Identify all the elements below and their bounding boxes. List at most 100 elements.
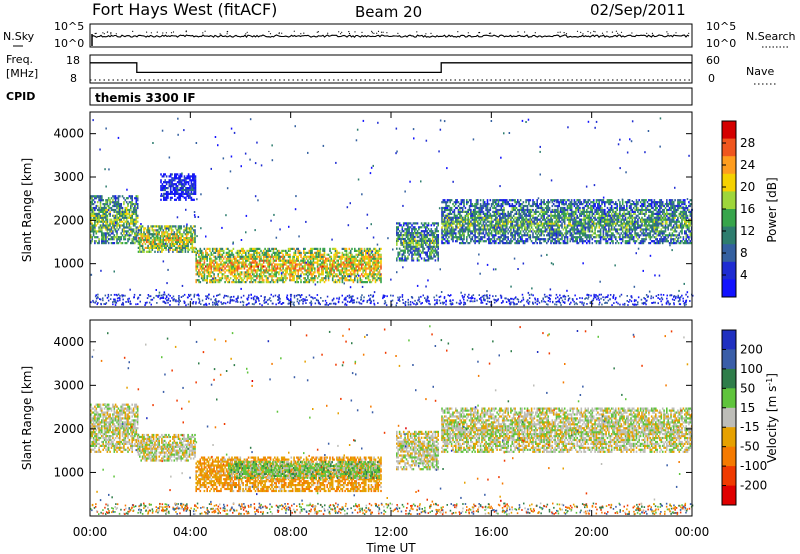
heatmap-cell (489, 240, 492, 243)
heatmap-cell (114, 208, 117, 212)
heatmap-cell (229, 261, 232, 264)
heatmap-cell (228, 279, 231, 282)
heatmap-cell (504, 203, 507, 206)
heatmap-cell (436, 228, 438, 231)
heatmap-cell (179, 181, 182, 184)
heatmap-cell (380, 275, 382, 278)
heatmap-cell (528, 210, 530, 213)
heatmap-cell (308, 279, 311, 282)
heatmap-cell (179, 177, 182, 180)
heatmap-cell (409, 234, 412, 237)
heatmap-cell (452, 238, 454, 241)
heatmap-cell (546, 216, 548, 219)
heatmap-cell (183, 229, 185, 232)
heatmap-cell (497, 199, 500, 202)
heatmap-cell (95, 216, 98, 219)
heatmap-cell (180, 237, 182, 240)
heatmap-cell (344, 247, 346, 250)
heatmap-cell (396, 241, 398, 244)
heatmap-cell (345, 267, 348, 270)
heatmap-cell (475, 230, 478, 233)
heatmap-cell (275, 275, 277, 278)
heatmap-cell (325, 267, 327, 270)
heatmap-cell (343, 247, 345, 250)
heatmap-cell (533, 220, 536, 223)
heatmap-cell (262, 257, 265, 260)
heatmap-cell (521, 238, 523, 241)
heatmap-cell (408, 239, 410, 242)
heatmap-cell (477, 224, 479, 227)
heatmap-cell (443, 242, 446, 245)
heatmap-cell (216, 265, 218, 268)
heatmap-cell (551, 234, 554, 237)
heatmap-cell (114, 228, 117, 231)
heatmap-cell (405, 243, 408, 246)
heatmap-cell (320, 255, 323, 258)
heatmap-cell (222, 269, 225, 272)
heatmap-cell (236, 273, 239, 276)
heatmap-cell (355, 257, 357, 260)
heatmap-cell (320, 257, 323, 260)
heatmap-cell (297, 281, 299, 284)
heatmap-cell (550, 232, 552, 235)
heatmap-cell (503, 199, 505, 202)
heatmap-cell (221, 247, 224, 250)
heatmap-cell (180, 235, 182, 238)
heatmap-cell (314, 257, 316, 260)
heatmap-cell (396, 247, 398, 250)
heatmap-cell (347, 255, 349, 258)
heatmap-cell (155, 244, 158, 247)
heatmap-cell (250, 281, 253, 284)
heatmap-cell (551, 210, 554, 213)
heatmap-cell (196, 259, 199, 262)
heatmap-cell (514, 232, 516, 235)
heatmap-cell (404, 232, 406, 235)
heatmap-cell (495, 208, 497, 212)
heatmap-cell (407, 249, 409, 252)
heatmap-cell (198, 261, 200, 264)
heatmap-cell (466, 222, 468, 225)
heatmap-cell (165, 192, 168, 195)
heatmap-cell (139, 233, 141, 236)
heatmap-cell (163, 173, 165, 176)
heatmap-cell (184, 250, 187, 253)
heatmap-cell (338, 263, 341, 266)
heatmap-cell (422, 245, 424, 248)
heatmap-cell (289, 261, 291, 264)
heatmap-cell (370, 269, 373, 272)
heatmap-cell (525, 214, 527, 217)
heatmap-cell (162, 239, 165, 242)
heatmap-cell (430, 255, 433, 258)
heatmap-cell (464, 210, 467, 213)
heatmap-cell (434, 237, 437, 241)
heatmap-cell (532, 228, 534, 231)
heatmap-cell (232, 255, 235, 258)
heatmap-cell (167, 196, 169, 199)
heatmap-cell (92, 224, 95, 227)
heatmap-cell (203, 269, 206, 272)
heatmap-cell (185, 227, 188, 230)
heatmap-cell (185, 196, 187, 199)
heatmap-cell (568, 218, 570, 221)
noise-dot (587, 30, 589, 33)
heatmap-cell (405, 241, 408, 244)
heatmap-cell (251, 277, 254, 280)
heatmap-cell (314, 247, 316, 250)
heatmap-cell (579, 240, 581, 243)
heatmap-cell (518, 240, 520, 243)
heatmap-cell (193, 183, 195, 186)
heatmap-cell (340, 257, 342, 260)
heatmap-cell (466, 236, 468, 239)
heatmap-cell (492, 201, 494, 204)
heatmap-cell (501, 212, 504, 215)
heatmap-cell (187, 190, 190, 194)
heatmap-cell (243, 249, 246, 252)
heatmap-cell (360, 259, 363, 262)
heatmap-cell (195, 257, 197, 260)
heatmap-cell (246, 259, 248, 262)
heatmap-cell (537, 218, 540, 221)
heatmap-cell (202, 267, 204, 270)
heatmap-cell (377, 267, 380, 270)
heatmap-cell (199, 261, 202, 264)
heatmap-cell (398, 251, 401, 254)
